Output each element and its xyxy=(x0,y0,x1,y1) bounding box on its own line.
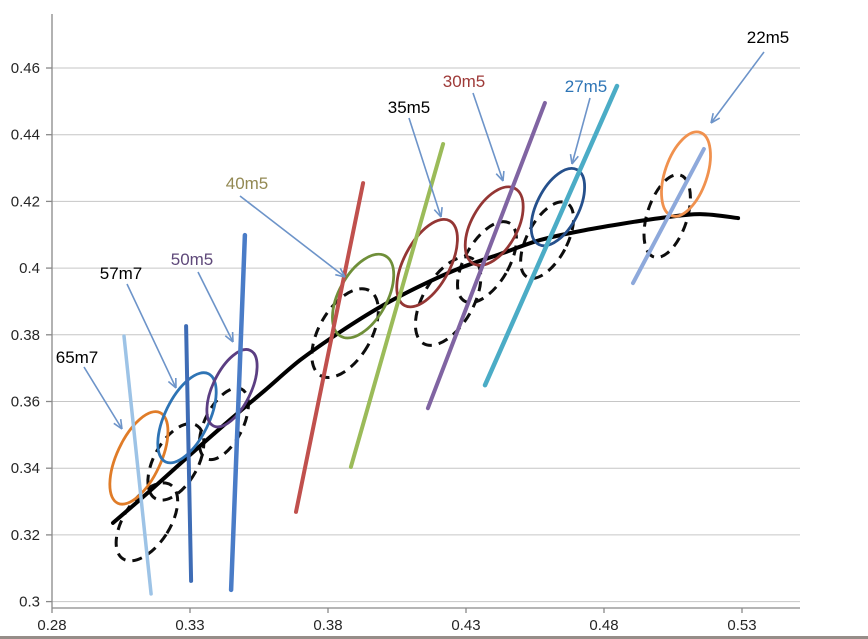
dashed-ellipse-5 xyxy=(413,255,483,347)
label-50m5: 50m5 xyxy=(171,250,214,269)
label-57m7: 57m7 xyxy=(100,264,143,283)
label-35m5: 35m5 xyxy=(388,98,431,117)
trend-curve xyxy=(111,212,741,525)
dashed-ellipse-2 xyxy=(146,422,206,502)
pitch-line-27m5 xyxy=(482,83,620,388)
label-30m5: 30m5 xyxy=(443,72,486,91)
arrowhead-65m7 xyxy=(119,418,123,430)
x-tick-label: 0.43 xyxy=(451,617,480,634)
ellipse-50m5 xyxy=(205,348,259,429)
arrowhead-65m7 xyxy=(113,422,123,430)
x-tick-label: 0.48 xyxy=(589,617,618,634)
arrowhead-35m5 xyxy=(433,209,442,218)
arrow-27m5 xyxy=(571,97,591,165)
pitch-line-22m5 xyxy=(631,147,706,286)
dashed-ellipse-7 xyxy=(519,200,576,280)
ellipse-57m7 xyxy=(156,371,218,465)
y-tick-label: 0.44 xyxy=(11,127,40,144)
arrow-22m5 xyxy=(710,51,765,124)
ellipse-27m5 xyxy=(529,167,587,248)
dashed-ellipse-6 xyxy=(456,220,518,305)
arrow-30m5 xyxy=(472,92,504,182)
y-tick-label: 0.38 xyxy=(11,327,40,344)
pitch-line-35m5 xyxy=(348,142,446,469)
y-tick-label: 0.46 xyxy=(11,60,40,77)
dashed-ellipse-8 xyxy=(642,173,692,259)
arrowhead-30m5 xyxy=(495,173,504,182)
label-22m5: 22m5 xyxy=(747,28,790,47)
arrowhead-40m5 xyxy=(335,273,346,278)
arrow-57m7 xyxy=(126,283,177,389)
x-tick-label: 0.53 xyxy=(727,617,756,634)
x-tick-label: 0.33 xyxy=(175,617,204,634)
label-65m7: 65m7 xyxy=(56,348,99,367)
arrow-65m7 xyxy=(83,366,123,430)
ellipse-30m5 xyxy=(463,185,525,267)
arrowhead-27m5 xyxy=(569,153,573,165)
arrowhead-27m5 xyxy=(571,155,579,165)
ellipse-35m5 xyxy=(395,217,459,309)
label-40m5: 40m5 xyxy=(226,174,269,193)
y-tick-label: 0.4 xyxy=(19,260,40,277)
y-tick-label: 0.36 xyxy=(11,394,40,411)
x-tick-label: 0.38 xyxy=(313,617,342,634)
arrowhead-30m5 xyxy=(502,170,505,182)
bottom-window-edge xyxy=(0,636,868,639)
arrowhead-22m5 xyxy=(710,113,714,124)
arrowhead-22m5 xyxy=(710,117,721,124)
ellipse-22m5 xyxy=(660,130,712,218)
pitch-line-30m5 xyxy=(425,101,547,411)
ellipse-65m7 xyxy=(108,410,170,506)
arrow-35m5 xyxy=(408,117,442,218)
label-27m5: 27m5 xyxy=(565,77,608,96)
y-tick-label: 0.32 xyxy=(11,527,40,544)
arrow-50m5 xyxy=(197,271,234,343)
arrowhead-40m5 xyxy=(339,267,346,278)
y-tick-label: 0.34 xyxy=(11,460,40,477)
arrowhead-35m5 xyxy=(440,207,443,218)
y-tick-label: 0.3 xyxy=(19,594,40,611)
arrow-40m5 xyxy=(239,195,346,278)
y-tick-label: 0.42 xyxy=(11,193,40,210)
pitch-line-65m7 xyxy=(122,334,153,596)
pitch-line-57m7 xyxy=(184,324,194,583)
pitch-line-40m5 xyxy=(294,181,366,514)
arrowhead-57m7 xyxy=(167,380,177,389)
dashed-ellipse-4 xyxy=(310,287,380,379)
x-tick-label: 0.28 xyxy=(37,617,66,634)
pitch-line-50m5 xyxy=(228,232,248,593)
arrowhead-50m5 xyxy=(224,335,234,343)
